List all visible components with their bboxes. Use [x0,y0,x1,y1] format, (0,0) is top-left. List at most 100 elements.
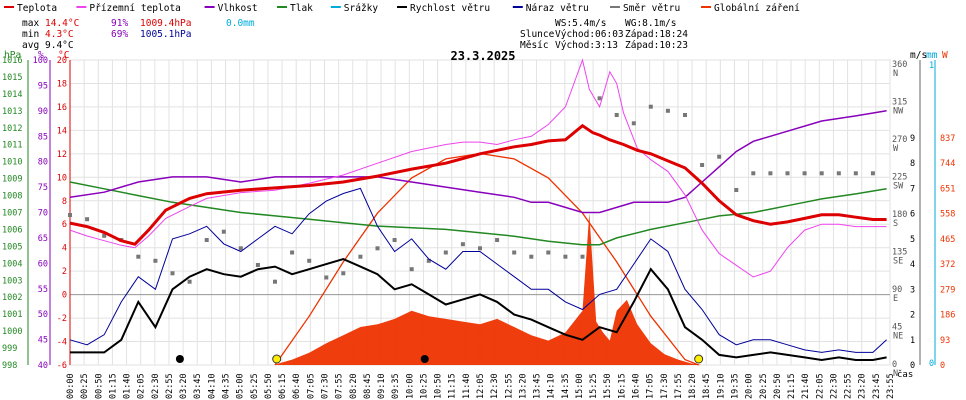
tick-time: 07:05 [306,373,316,399]
tick-wm2: 372 [940,260,955,270]
tick-temp: 12 [57,150,67,160]
series-humidity [69,110,887,214]
tick-wm2: 744 [940,159,955,169]
tick-time: 03:20 [179,373,189,399]
tick-hpa: 1004 [2,259,22,269]
tick-ms: 5 [910,235,915,245]
tick-temp: 20 [57,56,67,66]
wind-direction-point [426,258,431,263]
tick-time: 02:30 [151,373,161,399]
tick-time: 06:15 [278,373,288,399]
tick-dir-label: SW [893,182,904,192]
wind-direction-point [307,258,312,263]
x-axis-label: čas [897,369,913,380]
moon-rise: Východ:3:13 [555,40,618,51]
chart-title: 23.3.2025 [450,49,515,63]
tick-ms: 4 [910,260,915,270]
wind-direction-point [68,213,72,217]
tick-pct: 45 [38,336,48,346]
tick-time: 22:55 [844,373,854,399]
axis-label-hpa: hPa [4,50,21,61]
tick-time: 05:00 [236,373,246,399]
tick-dir: 225 [892,173,907,183]
sun-set-marker [694,354,704,364]
wind-direction-point [495,238,500,242]
tick-hpa: 1003 [2,276,22,286]
tick-temp: 0 [62,291,67,301]
tick-hpa: 1005 [2,242,22,252]
legend-label: Teplota [17,3,57,14]
tick-dir: 360 [892,60,907,70]
tick-time: 23:55 [886,373,896,399]
sun-rise: Východ:06:03 [555,29,624,40]
tick-temp: 10 [57,173,67,183]
wind-direction-point [580,254,585,259]
stat-min-press: 1005.1hPa [140,29,191,40]
tick-wm2: 465 [940,235,955,245]
tick-time: 06:40 [292,373,302,399]
tick-time: 01:15 [108,373,118,399]
tick-temp: -4 [57,338,67,348]
tick-time: 17:05 [646,373,656,399]
wind-direction-point [648,104,653,109]
wind-direction-point [358,254,363,259]
wind-direction-point [273,279,277,284]
tick-hpa: 1001 [2,310,22,320]
wind-direction-point [512,250,517,255]
tick-hpa: 1015 [2,73,22,83]
tick-temp: -6 [57,361,67,371]
tick-hpa: 1006 [2,225,22,235]
tick-hpa: 1012 [2,124,22,134]
tick-wm2: 651 [940,184,955,194]
tick-ms: 8 [910,159,915,169]
series-wind-gust [69,187,887,353]
tick-pct: 90 [38,107,48,117]
tick-time: 05:25 [250,373,260,399]
tick-time: 11:15 [448,373,458,399]
sun-label: Slunce [520,29,555,40]
tick-time: 12:30 [490,373,500,399]
tick-hpa: 1009 [2,175,22,185]
tick-time: 17:55 [674,373,684,399]
axis-label-temp: °C [58,50,69,61]
tick-ms: 6 [910,210,915,220]
stat-max-rain: 0.0mm [226,18,255,29]
tick-time: 15:25 [589,373,599,399]
tick-dir-label: E [893,294,898,304]
wind-direction-point [187,279,192,284]
wind-direction-point [785,171,790,176]
tick-time: 21:15 [787,373,797,399]
tick-time: 22:05 [815,373,825,399]
tick-time: 07:30 [320,373,330,399]
tick-pct: 40 [38,361,48,371]
tick-hpa: 1007 [2,209,22,219]
tick-hpa: 999 [2,344,17,354]
wind-direction-point [734,188,739,192]
tick-dir-label: S [893,219,898,229]
stat-min-hum: 69% [111,29,128,40]
legend-label: Tlak [290,3,313,14]
tick-time: 19:35 [730,373,740,399]
wind-direction-point [802,171,807,176]
tick-hpa: 1008 [2,192,22,202]
tick-time: 12:55 [504,373,514,399]
wind-direction-point [392,238,397,242]
moon-set-marker [420,355,429,363]
clear-sky-radiation-line [274,152,699,366]
wind-direction-point [460,242,465,247]
tick-ms: 7 [910,184,915,194]
tick-time: 11:40 [462,373,472,399]
legend-label: Vlhkost [218,3,258,14]
tick-time: 20:50 [773,373,783,399]
sun-rise-marker [272,354,282,364]
wind-direction-point [204,238,209,242]
wind-direction-point [614,113,619,117]
wind-direction-point [136,254,141,259]
tick-time: 00:00 [66,373,76,399]
wind-direction-point [717,154,722,159]
tick-temp: 8 [62,197,67,207]
series-ground-temperature [69,58,887,278]
tick-time: 03:45 [193,373,203,399]
tick-time: 02:55 [165,373,175,399]
axis-label-pct: % [38,50,44,61]
